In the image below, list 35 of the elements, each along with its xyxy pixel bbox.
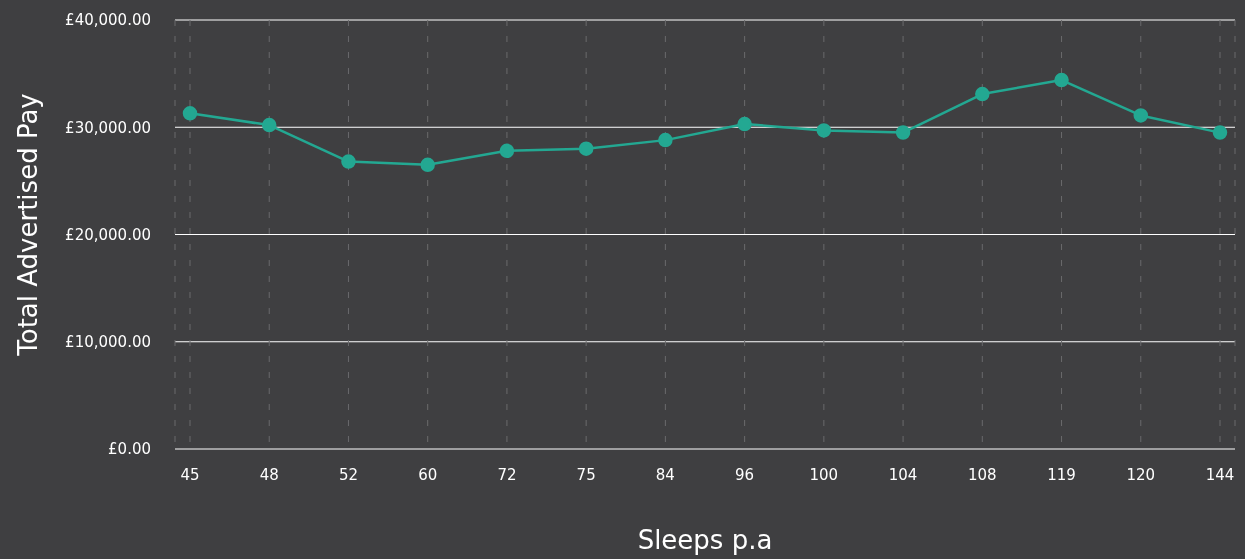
x-tick-label: 72 [497,465,517,484]
y-tick-label: £0.00 [108,440,151,459]
point [182,106,198,121]
point [1054,72,1069,88]
x-tick-label: 48 [259,465,279,484]
x-tick-label: 84 [655,465,675,484]
x-tick-label: 108 [967,465,997,484]
point [816,123,832,138]
point [737,116,752,132]
point [261,117,277,133]
y-tick-label: £10,000.00 [65,333,151,352]
x-tick-label: 100 [809,465,839,484]
x-tick-label: 52 [338,465,359,484]
x-axis-title: Sleeps p.a [637,525,773,555]
y-axis-title: Total Advertised Pay [13,93,44,357]
y-tick-label: £30,000.00 [65,118,151,137]
point [420,157,435,173]
x-tick-label: 45 [180,465,200,484]
x-tick-label: 119 [1047,465,1076,484]
point [658,132,673,148]
y-tick-label: £40,000.00 [65,11,151,30]
point [499,143,515,159]
x-tick-label: 120 [1126,465,1156,484]
x-tick-label: 144 [1205,465,1235,484]
point [341,154,356,169]
x-tick-label: 104 [888,465,918,484]
point [1212,125,1228,140]
point [578,141,594,156]
y-tick-label: £20,000.00 [65,225,151,244]
x-tick-label: 60 [418,465,438,484]
point [1133,108,1149,123]
point [975,86,990,102]
x-tick-label: 96 [735,465,755,484]
point [895,125,911,140]
x-tick-label: 75 [576,465,596,484]
